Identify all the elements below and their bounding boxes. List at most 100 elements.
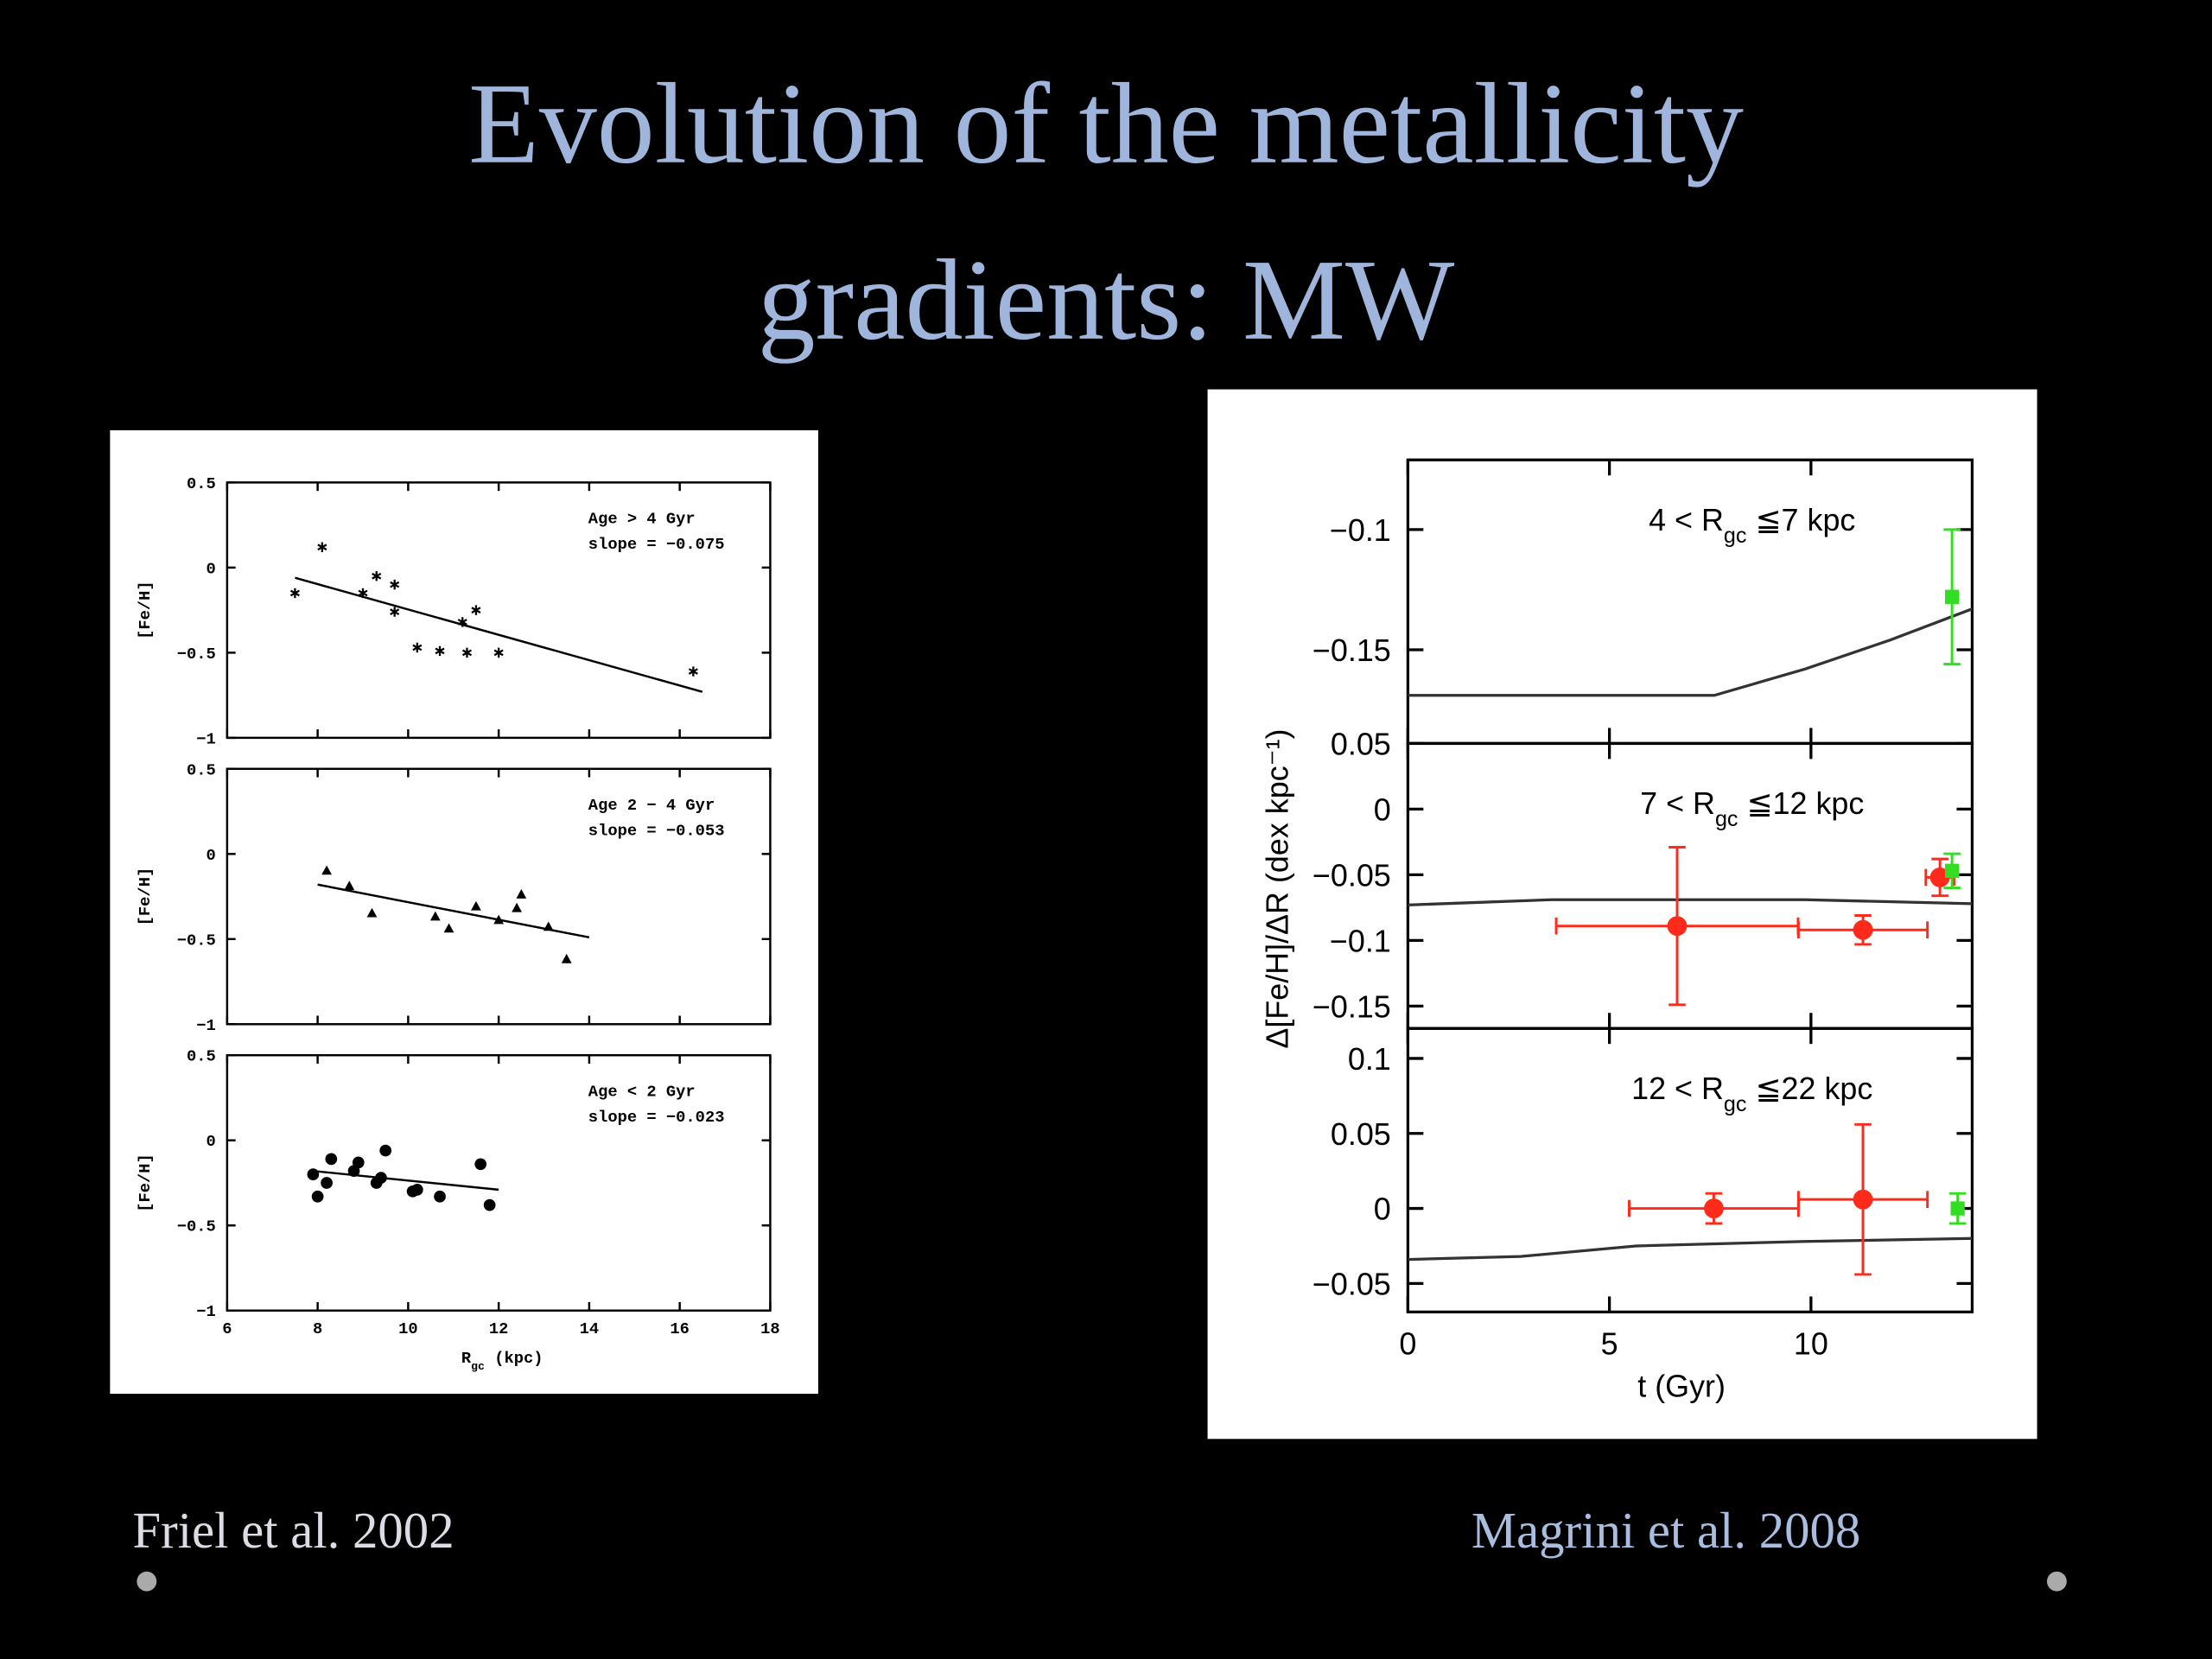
data-point — [1944, 863, 1960, 878]
x-axis-label-part: (kpc) — [485, 1349, 543, 1368]
y-tick-label: −0.5 — [177, 931, 216, 950]
annotation: 7 < Rgc ≦12 kpc — [1640, 785, 1864, 831]
data-point — [561, 953, 572, 963]
y-axis-label: [Fe/H] — [136, 581, 155, 639]
annotation-part: ≦7 kpc — [1746, 502, 1855, 537]
data-point — [366, 907, 378, 918]
y-tick-label: 0.05 — [1331, 1116, 1391, 1152]
y-tick-label: −0.1 — [1330, 923, 1391, 958]
data-point — [321, 1177, 333, 1189]
y-axis-label: Δ[Fe/H]/ΔR (dex kpc⁻¹) — [1260, 728, 1295, 1048]
y-tick-label: 0 — [207, 846, 216, 865]
data-point — [307, 1168, 320, 1180]
fit-line — [313, 1169, 499, 1192]
data-point — [352, 1156, 365, 1169]
data-point — [390, 579, 400, 590]
y-tick-label: −0.15 — [1313, 988, 1391, 1024]
data-point — [471, 605, 481, 615]
plot-frame — [1406, 1027, 1974, 1313]
bullet-dot — [137, 1571, 157, 1592]
data-point — [443, 923, 454, 933]
data-point — [516, 889, 527, 899]
x-tick-label: 18 — [760, 1319, 780, 1338]
y-tick-label: −0.05 — [1313, 857, 1391, 893]
caption: Magrini et al. 2008 — [1471, 1503, 1860, 1559]
y-tick-label: 0.5 — [187, 760, 216, 779]
y-axis-label: [Fe/H] — [136, 868, 155, 926]
x-tick-label: 10 — [1794, 1325, 1828, 1361]
annotation: slope = −0.023 — [588, 1108, 725, 1127]
data-point — [512, 902, 522, 912]
annotation: slope = −0.053 — [588, 822, 725, 841]
fit-line — [1408, 898, 1973, 906]
annotation: slope = −0.075 — [588, 535, 725, 554]
slide-title: Evolution of the metallicity — [468, 60, 1744, 188]
annotation: Age 2 − 4 Gyr — [588, 796, 715, 815]
y-tick-label: −0.5 — [177, 645, 216, 664]
annotation-part: gc — [1724, 524, 1747, 548]
y-tick-label: −1 — [196, 729, 216, 748]
data-point — [1853, 919, 1873, 940]
data-point — [1950, 1201, 1965, 1216]
figure-panel — [1207, 389, 2037, 1440]
data-point — [372, 571, 382, 582]
x-tick-label: 14 — [580, 1319, 600, 1338]
annotation-part: gc — [1715, 807, 1738, 831]
annotation: 4 < Rgc ≦7 kpc — [1649, 502, 1855, 548]
y-tick-label: −0.1 — [1330, 512, 1391, 548]
annotation: Age > 4 Gyr — [588, 510, 696, 529]
y-axis-label: [Fe/H] — [136, 1154, 155, 1212]
y-tick-label: −0.05 — [1313, 1266, 1391, 1301]
x-tick-label: 8 — [313, 1319, 322, 1338]
data-point — [311, 1190, 324, 1203]
data-point — [493, 647, 504, 658]
y-tick-label: 0.5 — [187, 474, 216, 493]
data-point — [1929, 867, 1950, 887]
y-tick-label: −0.15 — [1313, 632, 1391, 668]
data-point — [379, 1144, 392, 1157]
data-point — [483, 1198, 496, 1211]
data-point — [317, 542, 327, 552]
bullet-dot — [2046, 1571, 2067, 1592]
data-point — [1704, 1198, 1724, 1218]
x-tick-label: 0 — [1399, 1325, 1416, 1361]
data-point — [434, 1190, 446, 1203]
data-point — [321, 865, 332, 875]
data-point — [325, 1153, 338, 1166]
annotation: 12 < Rgc ≦22 kpc — [1631, 1071, 1872, 1116]
x-axis-label-part: R — [461, 1349, 472, 1368]
x-axis-label-part: gc — [471, 1360, 485, 1373]
annotation-part: ≦22 kpc — [1746, 1071, 1872, 1106]
x-axis-label: t (Gyr) — [1637, 1368, 1726, 1403]
x-tick-label: 6 — [222, 1319, 232, 1338]
annotation-part: gc — [1724, 1092, 1747, 1116]
data-point — [461, 647, 473, 658]
y-tick-label: 0.05 — [1331, 726, 1391, 761]
y-tick-label: −0.5 — [177, 1217, 216, 1236]
y-tick-label: 0.5 — [187, 1047, 216, 1066]
data-point — [390, 607, 400, 617]
y-tick-label: 0 — [207, 559, 216, 578]
data-point — [289, 588, 300, 599]
slide-title: gradients: MW — [758, 236, 1455, 364]
x-tick-label: 12 — [489, 1319, 509, 1338]
annotation-part: 4 < R — [1649, 502, 1724, 537]
data-point — [429, 911, 441, 921]
fit-line — [295, 576, 703, 693]
fit-line — [1408, 607, 1974, 697]
data-point — [1944, 589, 1960, 604]
y-tick-label: 0 — [1374, 1192, 1391, 1227]
y-tick-label: 0.1 — [1348, 1041, 1391, 1077]
data-point — [410, 1184, 423, 1196]
y-tick-label: −1 — [196, 1302, 216, 1321]
x-axis-label-part: t (Gyr) — [1637, 1368, 1726, 1403]
y-tick-label: 0 — [207, 1132, 216, 1151]
data-point — [412, 642, 423, 653]
x-tick-label: 5 — [1601, 1325, 1618, 1361]
annotation: Age < 2 Gyr — [588, 1083, 696, 1102]
x-tick-label: 10 — [398, 1319, 418, 1338]
fit-line — [1408, 1236, 1973, 1262]
fit-line — [317, 883, 590, 939]
